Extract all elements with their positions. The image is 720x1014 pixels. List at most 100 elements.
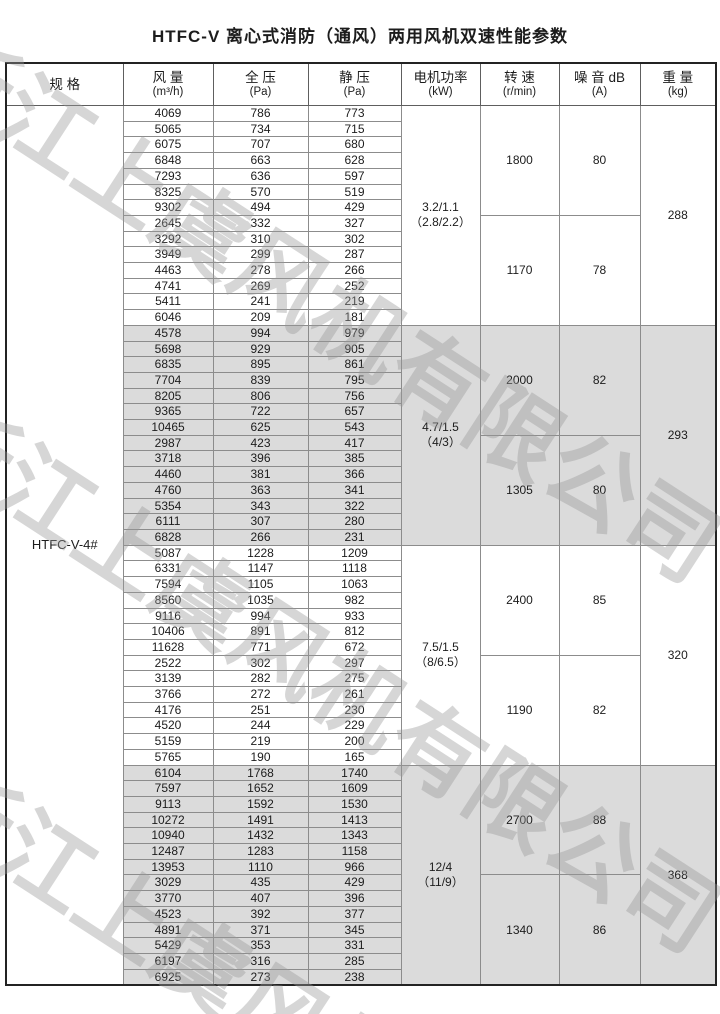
- static-pressure-cell: 1530: [307, 795, 402, 813]
- static-pressure-cell: 252: [307, 277, 402, 295]
- airflow-cell: 6331: [122, 560, 214, 578]
- static-pressure-cell: 982: [307, 591, 402, 609]
- airflow-cell: 6835: [122, 356, 214, 373]
- airflow-cell: 6197: [122, 952, 214, 970]
- speed-cell: 2700: [479, 764, 560, 876]
- column-header: 转 速 (r/min): [479, 62, 560, 106]
- airflow-cell: 6925: [122, 968, 214, 986]
- weight-cell: 368: [639, 764, 717, 986]
- static-pressure-cell: 327: [307, 214, 402, 232]
- page-title: HTFC-V 离心式消防（通风）两用风机双速性能参数: [151, 27, 569, 46]
- static-pressure-cell: 302: [307, 230, 402, 248]
- static-pressure-cell: 230: [307, 701, 402, 719]
- table-row: 6075 707 680: [6, 136, 716, 154]
- total-pressure-cell: 278: [212, 262, 309, 279]
- spec-cell: HTFC-V-4#: [5, 105, 124, 986]
- total-pressure-cell: 994: [212, 607, 309, 625]
- weight-cell: 293: [639, 324, 717, 546]
- airflow-cell: 6104: [122, 764, 214, 782]
- static-pressure-cell: 429: [307, 874, 402, 892]
- total-pressure-cell: 1035: [212, 591, 309, 609]
- static-pressure-cell: 519: [307, 183, 402, 201]
- static-pressure-cell: 795: [307, 371, 402, 389]
- static-pressure-cell: 345: [307, 921, 402, 939]
- total-pressure-cell: 299: [212, 246, 309, 264]
- table-header: 规 格风 量 (m³/h) 全 压 (Pa) 静 压 (Pa) 电机功率 (kW) 转 速 (r/…: [5, 62, 717, 106]
- table-row: 11628 771 672: [6, 638, 716, 656]
- static-pressure-cell: 266: [307, 262, 402, 279]
- static-pressure-cell: 200: [307, 733, 402, 750]
- column-header: 风 量 (m³/h): [122, 62, 214, 106]
- table-row: 3766 272 261: [6, 686, 716, 703]
- static-pressure-cell: 1209: [307, 544, 402, 562]
- total-pressure-cell: 353: [212, 937, 309, 954]
- airflow-cell: 6111: [122, 513, 214, 530]
- static-pressure-cell: 756: [307, 387, 402, 405]
- static-pressure-cell: 285: [307, 952, 402, 970]
- total-pressure-cell: 407: [212, 890, 309, 907]
- table-row: 4520 244 229: [6, 717, 716, 735]
- motor-power-cell: 7.5/1.5 （8/6.5）: [400, 544, 481, 766]
- static-pressure-cell: 238: [307, 968, 402, 986]
- static-pressure-cell: 331: [307, 937, 402, 954]
- airflow-cell: 3949: [122, 246, 214, 264]
- airflow-cell: 7293: [122, 167, 214, 185]
- total-pressure-cell: 273: [212, 968, 309, 986]
- table-row: 3292 310 302: [6, 230, 716, 248]
- table-row: 6104 1768 1740 12/4 （11/9） 2700 88 368: [6, 764, 717, 986]
- table-row: 6925 273 238: [6, 968, 716, 986]
- total-pressure-cell: 839: [212, 371, 309, 389]
- static-pressure-cell: 297: [307, 654, 402, 672]
- total-pressure-cell: 1105: [212, 576, 309, 593]
- airflow-cell: 9113: [122, 795, 214, 813]
- airflow-cell: 3766: [122, 686, 214, 703]
- table-row: 4760 363 341: [6, 481, 716, 499]
- airflow-cell: 3029: [122, 874, 214, 892]
- column-header: 全 压 (Pa): [212, 62, 309, 106]
- static-pressure-cell: 773: [307, 105, 402, 122]
- total-pressure-cell: 786: [212, 105, 309, 122]
- table-row: 7704 839 795: [6, 371, 716, 389]
- table-row: 6828 266 231: [6, 528, 716, 546]
- speed-cell: 2400: [479, 544, 560, 656]
- static-pressure-cell: 219: [307, 293, 402, 311]
- airflow-cell: 4891: [122, 921, 214, 939]
- airflow-cell: 4741: [122, 277, 214, 295]
- speed-cell: 1800: [479, 105, 560, 216]
- static-pressure-cell: 322: [307, 497, 402, 515]
- static-pressure-cell: 1343: [307, 827, 402, 845]
- static-pressure-cell: 385: [307, 450, 402, 468]
- airflow-cell: 4176: [122, 701, 214, 719]
- speed-cell: 1170: [479, 214, 560, 326]
- airflow-cell: 6075: [122, 136, 214, 154]
- total-pressure-cell: 371: [212, 921, 309, 939]
- static-pressure-cell: 1609: [307, 780, 402, 797]
- total-pressure-cell: 269: [212, 277, 309, 295]
- table-row: 8325 570 519: [6, 183, 716, 201]
- total-pressure-cell: 625: [212, 419, 309, 436]
- airflow-cell: 2522: [122, 654, 214, 672]
- static-pressure-cell: 1063: [307, 576, 402, 593]
- total-pressure-cell: 494: [212, 199, 309, 216]
- total-pressure-cell: 891: [212, 623, 309, 640]
- table-row: 4891 371 345: [6, 921, 716, 939]
- total-pressure-cell: 396: [212, 450, 309, 468]
- column-header: 重 量 (kg): [639, 62, 717, 106]
- static-pressure-cell: 1158: [307, 843, 402, 860]
- total-pressure-cell: 241: [212, 293, 309, 311]
- total-pressure-cell: 929: [212, 340, 309, 358]
- speed-cell: 2000: [479, 324, 560, 436]
- noise-cell: 88: [558, 764, 641, 876]
- total-pressure-cell: 1283: [212, 843, 309, 860]
- table-row: 9116 994 933: [6, 607, 716, 625]
- table-row: 6111 307 280: [6, 513, 716, 530]
- total-pressure-cell: 272: [212, 686, 309, 703]
- total-pressure-cell: 392: [212, 905, 309, 923]
- airflow-cell: 4578: [122, 324, 214, 342]
- static-pressure-cell: 933: [307, 607, 402, 625]
- static-pressure-cell: 396: [307, 890, 402, 907]
- airflow-cell: 11628: [122, 638, 214, 656]
- table-row: HTFC-V-4# 4069 786 773 3.2/1.1 （2.8/2.2） 1800 8…: [5, 105, 717, 986]
- airflow-cell: 6828: [122, 528, 214, 546]
